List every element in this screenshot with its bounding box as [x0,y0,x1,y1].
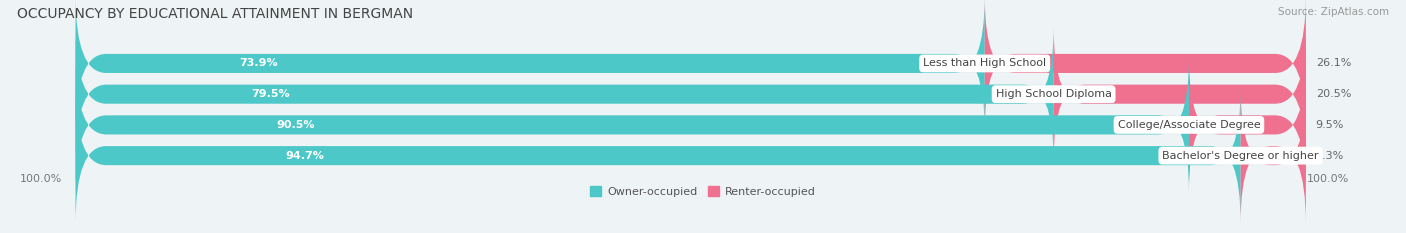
Text: Bachelor's Degree or higher: Bachelor's Degree or higher [1163,151,1319,161]
Text: 100.0%: 100.0% [1306,174,1348,184]
FancyBboxPatch shape [76,27,1053,161]
FancyBboxPatch shape [76,27,1306,161]
Text: 5.3%: 5.3% [1316,151,1344,161]
Text: 73.9%: 73.9% [239,58,278,69]
FancyBboxPatch shape [1240,88,1306,223]
FancyBboxPatch shape [1053,27,1306,161]
Text: OCCUPANCY BY EDUCATIONAL ATTAINMENT IN BERGMAN: OCCUPANCY BY EDUCATIONAL ATTAINMENT IN B… [17,7,413,21]
Text: 90.5%: 90.5% [276,120,315,130]
Text: Less than High School: Less than High School [924,58,1046,69]
Text: College/Associate Degree: College/Associate Degree [1118,120,1260,130]
Legend: Owner-occupied, Renter-occupied: Owner-occupied, Renter-occupied [586,182,820,201]
FancyBboxPatch shape [76,58,1189,192]
FancyBboxPatch shape [76,88,1306,223]
Text: Source: ZipAtlas.com: Source: ZipAtlas.com [1278,7,1389,17]
Text: 20.5%: 20.5% [1316,89,1351,99]
Text: 26.1%: 26.1% [1316,58,1351,69]
FancyBboxPatch shape [76,0,984,131]
Text: 94.7%: 94.7% [285,151,325,161]
FancyBboxPatch shape [984,0,1306,131]
FancyBboxPatch shape [1189,58,1306,192]
Text: High School Diploma: High School Diploma [995,89,1112,99]
Text: 9.5%: 9.5% [1316,120,1344,130]
Text: 79.5%: 79.5% [252,89,290,99]
FancyBboxPatch shape [76,0,1306,131]
FancyBboxPatch shape [76,88,1240,223]
FancyBboxPatch shape [76,58,1306,192]
Text: 100.0%: 100.0% [20,174,62,184]
